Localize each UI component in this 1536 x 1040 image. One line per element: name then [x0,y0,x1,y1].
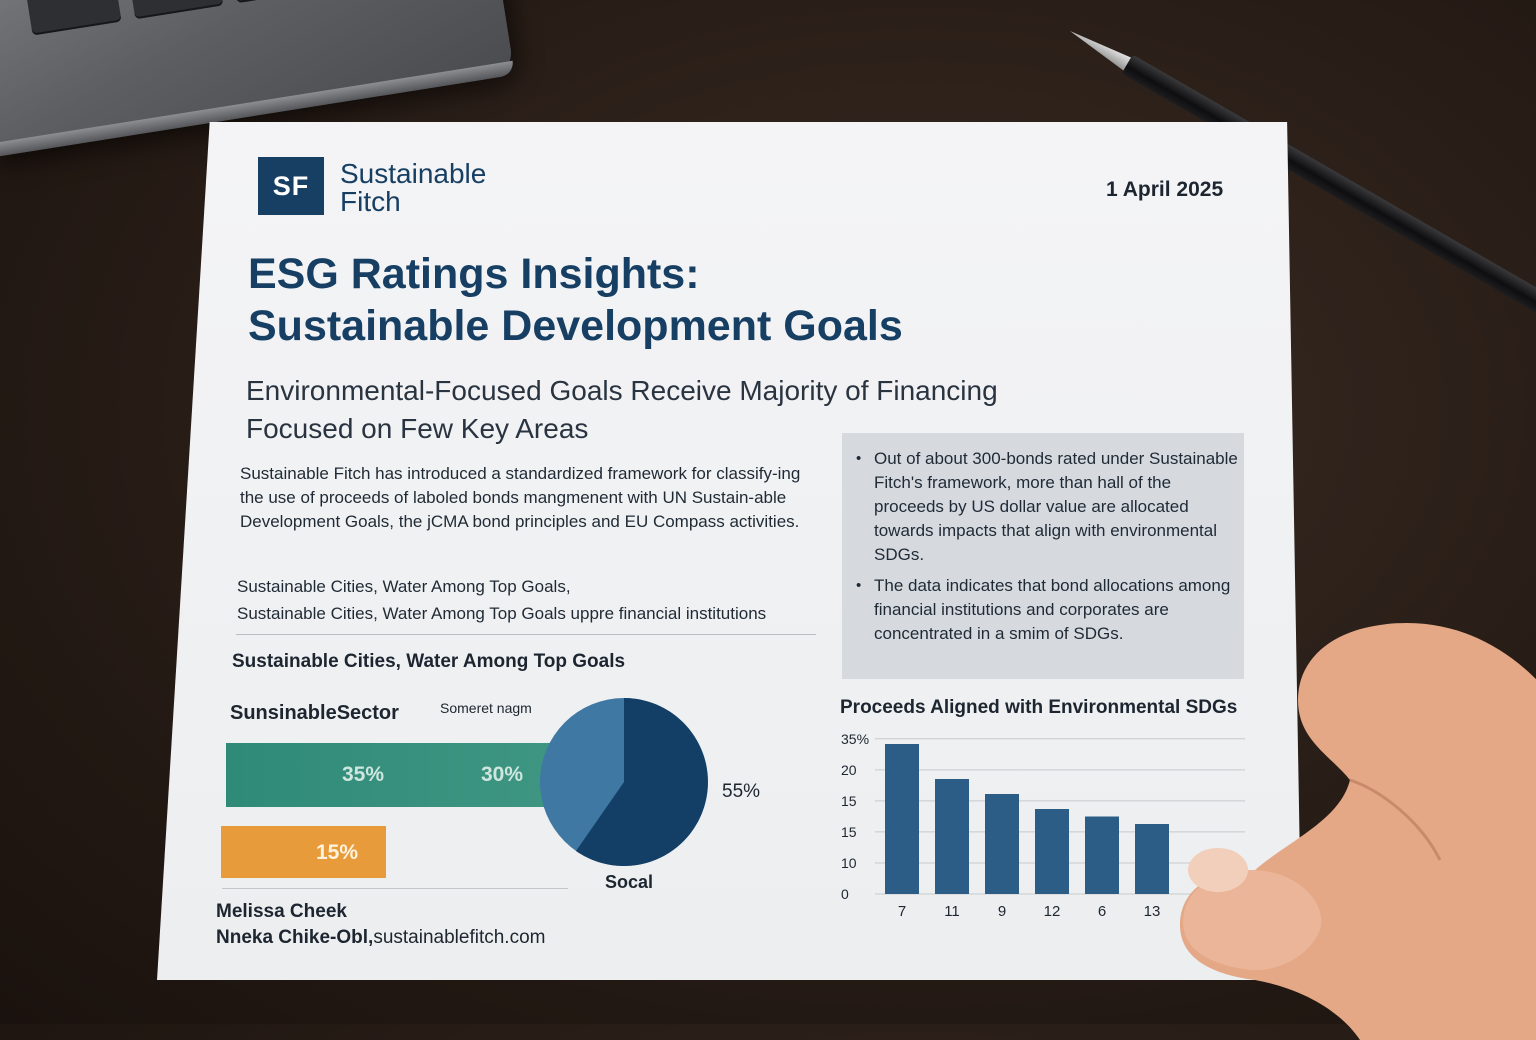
thumbnail [1188,848,1248,892]
x-tick-label: 7 [898,903,906,920]
y-tick-label: 20 [841,762,857,778]
green-bar: 35% 30% [226,743,556,807]
chart-note: Someret nagm [440,700,532,716]
bar-11 [935,779,969,894]
author-site: sustainablefitch.com [373,927,545,948]
bar-9 [985,794,1019,894]
divider [236,634,816,635]
orange-bar: 15% [221,826,386,878]
x-tick-label: 11 [944,903,960,920]
y-tick-label: 0 [841,886,849,902]
green-bar-label-a: 35% [342,763,384,787]
pie-chart [538,696,710,868]
author-2: Nneka Chike-Obl, [216,927,373,948]
authors: Melissa Cheek Nneka Chike-Obl,sustainabl… [216,899,545,951]
bar-13 [1135,824,1169,894]
orange-bar-label: 15% [316,841,358,865]
y-tick-label: 10 [841,855,857,871]
green-bar-label-b: 30% [481,763,523,787]
hand [1180,620,1536,1040]
logo-mark: SF [258,157,324,215]
y-tick-label: 15 [841,793,857,809]
pie-caption: Socal [605,872,653,893]
left-chart-heading: Sustainable Cities, Water Among Top Goal… [232,651,625,673]
report-date: 1 April 2025 [1106,178,1223,202]
bar-chart-title: Proceeds Aligned with Environmental SDGs [840,697,1237,719]
y-tick-label: 35% [841,731,869,747]
keyboard-keys [26,0,428,36]
bar-6 [1085,817,1119,895]
sector-label: SunsinableSector [230,702,399,725]
x-tick-label: 6 [1098,903,1106,920]
author-1: Melissa Cheek [216,901,347,922]
hand-palm [1180,623,1536,1040]
bar-7 [885,744,919,894]
left-chart-baseline [222,888,568,889]
pie-percentage: 55% [722,781,760,803]
callout-bullet-1: Out of about 300-bonds rated under Susta… [874,447,1244,567]
intro-paragraph: Sustainable Fitch has introduced a stand… [240,462,820,534]
x-tick-label: 9 [998,903,1006,920]
brand-name: Sustainable Fitch [340,160,486,216]
bar-12 [1035,809,1069,894]
report-title: ESG Ratings Insights: Sustainable Develo… [248,248,903,352]
x-tick-label: 12 [1044,903,1061,920]
y-tick-label: 15 [841,824,857,840]
top-goals-text: Sustainable Cities, Water Among Top Goal… [237,573,766,627]
x-tick-label: 13 [1144,903,1161,920]
